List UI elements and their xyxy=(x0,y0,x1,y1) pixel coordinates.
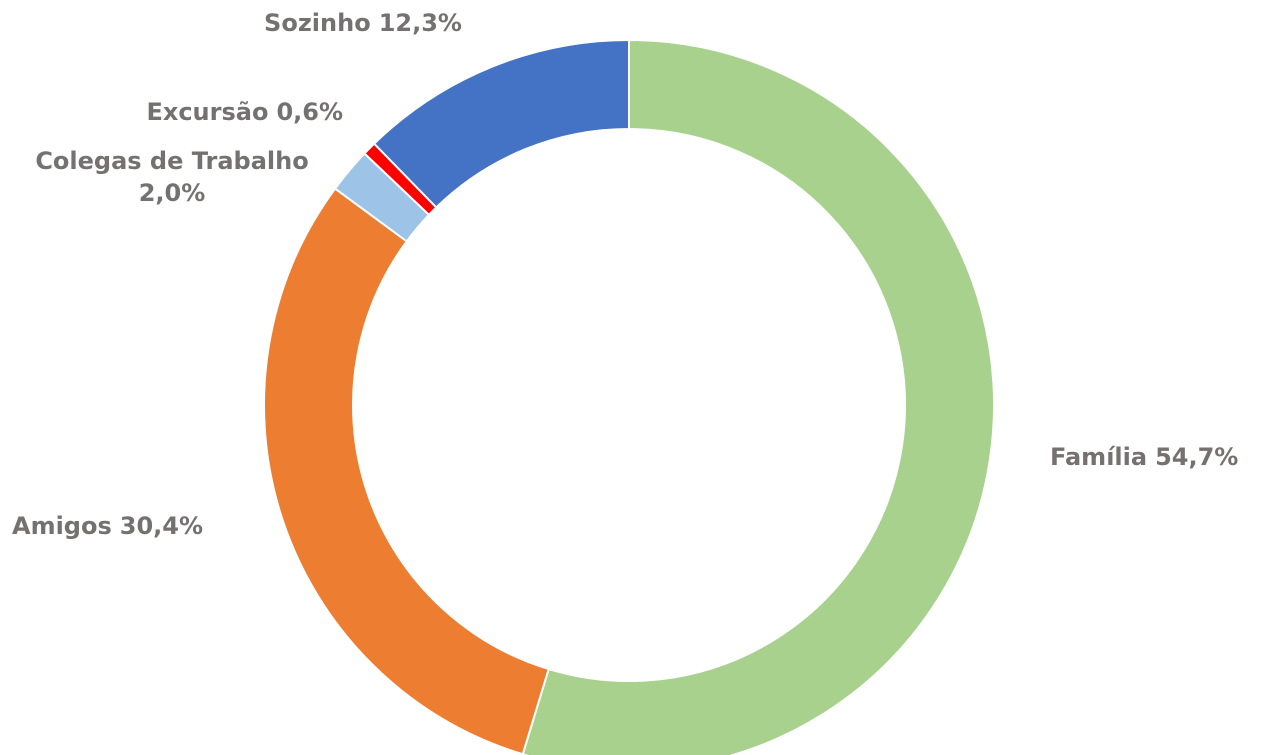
data-label-value: 2,0% xyxy=(139,179,206,207)
data-label: Sozinho 12,3% xyxy=(264,9,462,37)
data-label-value: 54,7% xyxy=(1155,443,1238,471)
donut-segment xyxy=(521,38,995,755)
data-label-name: Amigos xyxy=(12,512,112,540)
data-label: Amigos 30,4% xyxy=(12,512,203,540)
donut-segment xyxy=(372,38,630,209)
data-label-name: Excursão xyxy=(146,98,268,126)
data-label-value: 0,6% xyxy=(276,98,343,126)
data-label-name: Família xyxy=(1050,443,1147,471)
data-label: Família 54,7% xyxy=(1050,443,1238,471)
data-label-name: Sozinho xyxy=(264,9,371,37)
donut-segment xyxy=(263,187,550,755)
data-label-name: Colegas de Trabalho xyxy=(35,147,308,175)
data-label-value: 30,4% xyxy=(120,512,203,540)
data-label: Excursão 0,6% xyxy=(146,98,343,126)
data-label-value: 12,3% xyxy=(379,9,462,37)
